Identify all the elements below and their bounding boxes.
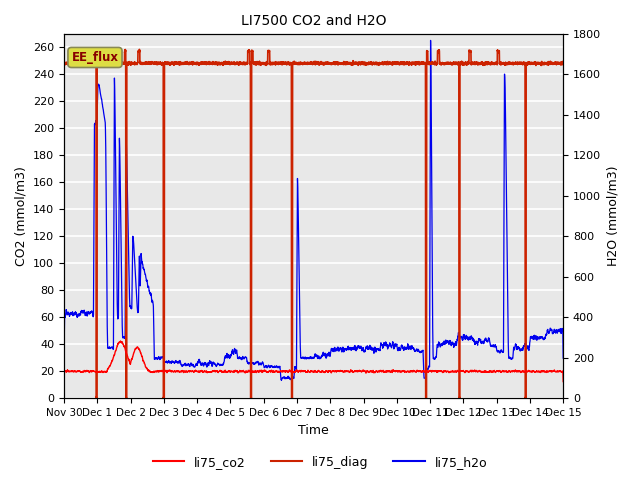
Y-axis label: CO2 (mmol/m3): CO2 (mmol/m3) — [15, 166, 28, 266]
Text: EE_flux: EE_flux — [72, 51, 118, 64]
Legend: li75_co2, li75_diag, li75_h2o: li75_co2, li75_diag, li75_h2o — [148, 451, 492, 474]
X-axis label: Time: Time — [298, 424, 329, 437]
Title: LI7500 CO2 and H2O: LI7500 CO2 and H2O — [241, 14, 387, 28]
Y-axis label: H2O (mmol/m3): H2O (mmol/m3) — [607, 166, 620, 266]
